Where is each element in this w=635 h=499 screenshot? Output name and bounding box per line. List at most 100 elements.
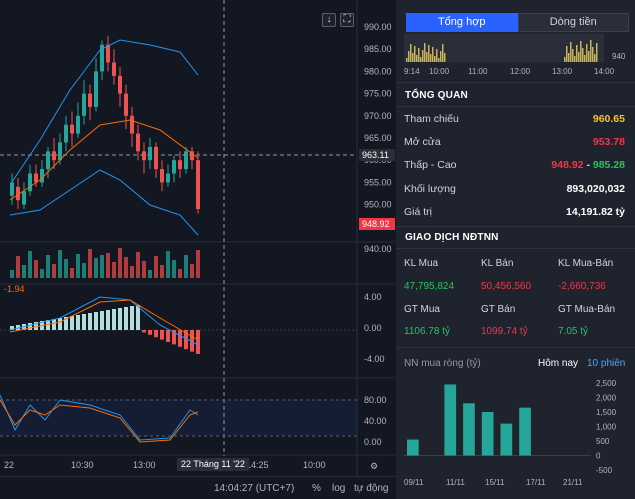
- price-axis-label: 950.00: [364, 200, 392, 210]
- overview-row-open: Mở cửa 953.78: [404, 132, 631, 152]
- divider: [396, 248, 635, 249]
- volume-bar: [58, 250, 62, 278]
- mini-time-label: 12:00: [510, 67, 531, 76]
- price-chart[interactable]: 990.00985.00980.00975.00970.00965.00960.…: [0, 0, 395, 476]
- mini-volume-bar: [596, 43, 598, 62]
- overview-row-reference: Tham chiếu 960.65: [404, 109, 631, 129]
- foreign-trading-title: GIAO DỊCH NĐTNN: [405, 232, 499, 243]
- mini-volume-bar: [594, 54, 596, 62]
- crosshair-price-tag: 963.11: [359, 149, 395, 161]
- volume-bar: [142, 261, 146, 278]
- macd-histogram-bar: [184, 330, 188, 350]
- mini-volume-bar: [444, 53, 446, 62]
- volume-bar: [22, 265, 26, 278]
- candle-body: [166, 173, 170, 183]
- mini-volume-bar: [412, 53, 414, 62]
- net-buy-axis-label: 1,000: [596, 423, 617, 432]
- tab-overview[interactable]: Tổng hợp: [406, 13, 518, 32]
- mini-volume-bar: [578, 52, 580, 62]
- volume-bar: [40, 269, 44, 278]
- net-buy-x-label: 21/11: [563, 478, 583, 487]
- mini-volume-bar: [422, 50, 424, 62]
- overview-row-volume: Khối lượng 893,020,032: [404, 179, 631, 199]
- mini-volume-bar: [564, 57, 566, 62]
- value-gt-mua: 1106.78 tỷ: [404, 326, 450, 337]
- log-toggle[interactable]: log: [332, 483, 346, 494]
- volume-bar: [34, 260, 38, 278]
- macd-histogram-bar: [196, 330, 200, 354]
- volume-bar: [100, 255, 104, 278]
- mini-volume-bar: [584, 55, 586, 62]
- mini-volume-bar: [592, 47, 594, 62]
- candle-body: [154, 146, 158, 170]
- overview-row-value: Giá trị 14,191.82 tỷ: [404, 202, 631, 222]
- net-buy-bar-chart: 2,500 2,000 1,500 1,000 500 0 -500 09/11 11/11 15…: [404, 379, 617, 487]
- net-buy-x-label: 11/11: [446, 478, 465, 487]
- stoch-axis-label: 80.00: [364, 395, 387, 405]
- tab-money-flow[interactable]: Dòng tiền: [517, 13, 629, 32]
- candle-body: [58, 142, 62, 161]
- tab-10-sessions[interactable]: 10 phiên: [587, 358, 626, 369]
- tab-today[interactable]: Hôm nay: [538, 358, 579, 369]
- fullscreen-icon[interactable]: ⛶: [340, 13, 354, 27]
- candle-body: [52, 151, 56, 161]
- last-price-tag: 948.92: [359, 218, 395, 230]
- value-gt-net: 7.05 tỷ: [558, 326, 589, 337]
- price-chart-canvas[interactable]: 990.00985.00980.00975.00970.00965.00960.…: [0, 0, 395, 476]
- mini-volume-bar: [428, 45, 430, 62]
- mini-volume-bar: [434, 56, 436, 62]
- auto-toggle[interactable]: tự động: [354, 483, 389, 494]
- candle-body: [148, 146, 152, 161]
- candle-body: [76, 115, 80, 134]
- low-value: 948.92: [551, 159, 584, 171]
- volume-bar: [184, 255, 188, 278]
- price-axis-label: 980.00: [364, 66, 392, 76]
- net-buy-bar: [481, 412, 494, 456]
- candle-body: [184, 151, 188, 170]
- volume-bar: [178, 269, 182, 278]
- volume-bar: [124, 257, 128, 278]
- candle-body: [88, 93, 92, 107]
- header-gt-mua: GT Mua: [404, 304, 440, 315]
- macd-histogram-bar: [166, 330, 170, 342]
- row-label: Mở cửa: [404, 136, 441, 148]
- header-gt-net: GT Mua-Bán: [558, 304, 616, 315]
- scroll-down-icon[interactable]: ↓: [322, 13, 336, 27]
- header-kl-net: KL Mua-Bán: [558, 258, 614, 269]
- candle-body: [16, 186, 20, 201]
- stoch-axis-label: 0.00: [364, 437, 382, 447]
- volume-bar: [160, 265, 164, 278]
- volume-bar: [88, 249, 92, 278]
- mini-volume-bar: [416, 55, 418, 62]
- mini-volume-bar: [588, 51, 590, 62]
- mini-time-label: 11:00: [468, 67, 488, 76]
- range-dash: -: [583, 159, 593, 171]
- mini-volume-bar: [430, 54, 432, 62]
- macd-histogram-bar: [148, 330, 152, 335]
- macd-histogram-bar: [16, 325, 20, 330]
- mini-volume-bar: [442, 44, 444, 62]
- overview-row-low-high: Thấp - Cao 948.92 - 985.28: [404, 155, 631, 175]
- candle-body: [82, 93, 86, 116]
- stoch-d-line: [0, 399, 199, 443]
- percent-toggle[interactable]: %: [312, 483, 321, 494]
- mini-volume-bar: [414, 46, 416, 62]
- time-axis-label: 14:25: [246, 460, 269, 470]
- macd-histogram-bar: [190, 330, 194, 352]
- mini-volume-bar: [582, 48, 584, 62]
- net-buy-bar: [463, 403, 475, 456]
- divider: [396, 106, 635, 107]
- crosshair-time-tag: 22 Tháng 11 '22: [177, 458, 249, 471]
- candle-body: [64, 124, 68, 143]
- volume-bar: [10, 270, 14, 278]
- volume-bar: [154, 256, 158, 278]
- candle-body: [142, 151, 146, 161]
- price-axis-label: 970.00: [364, 111, 392, 121]
- candle-body: [10, 182, 14, 196]
- macd-histogram-bar: [10, 326, 14, 330]
- stoch-band: [0, 400, 357, 436]
- candle-body: [118, 75, 122, 94]
- mini-time-label: 13:00: [552, 67, 573, 76]
- value-gt-ban: 1099.74 tỷ: [481, 326, 528, 337]
- high-value: 985.28: [592, 159, 625, 171]
